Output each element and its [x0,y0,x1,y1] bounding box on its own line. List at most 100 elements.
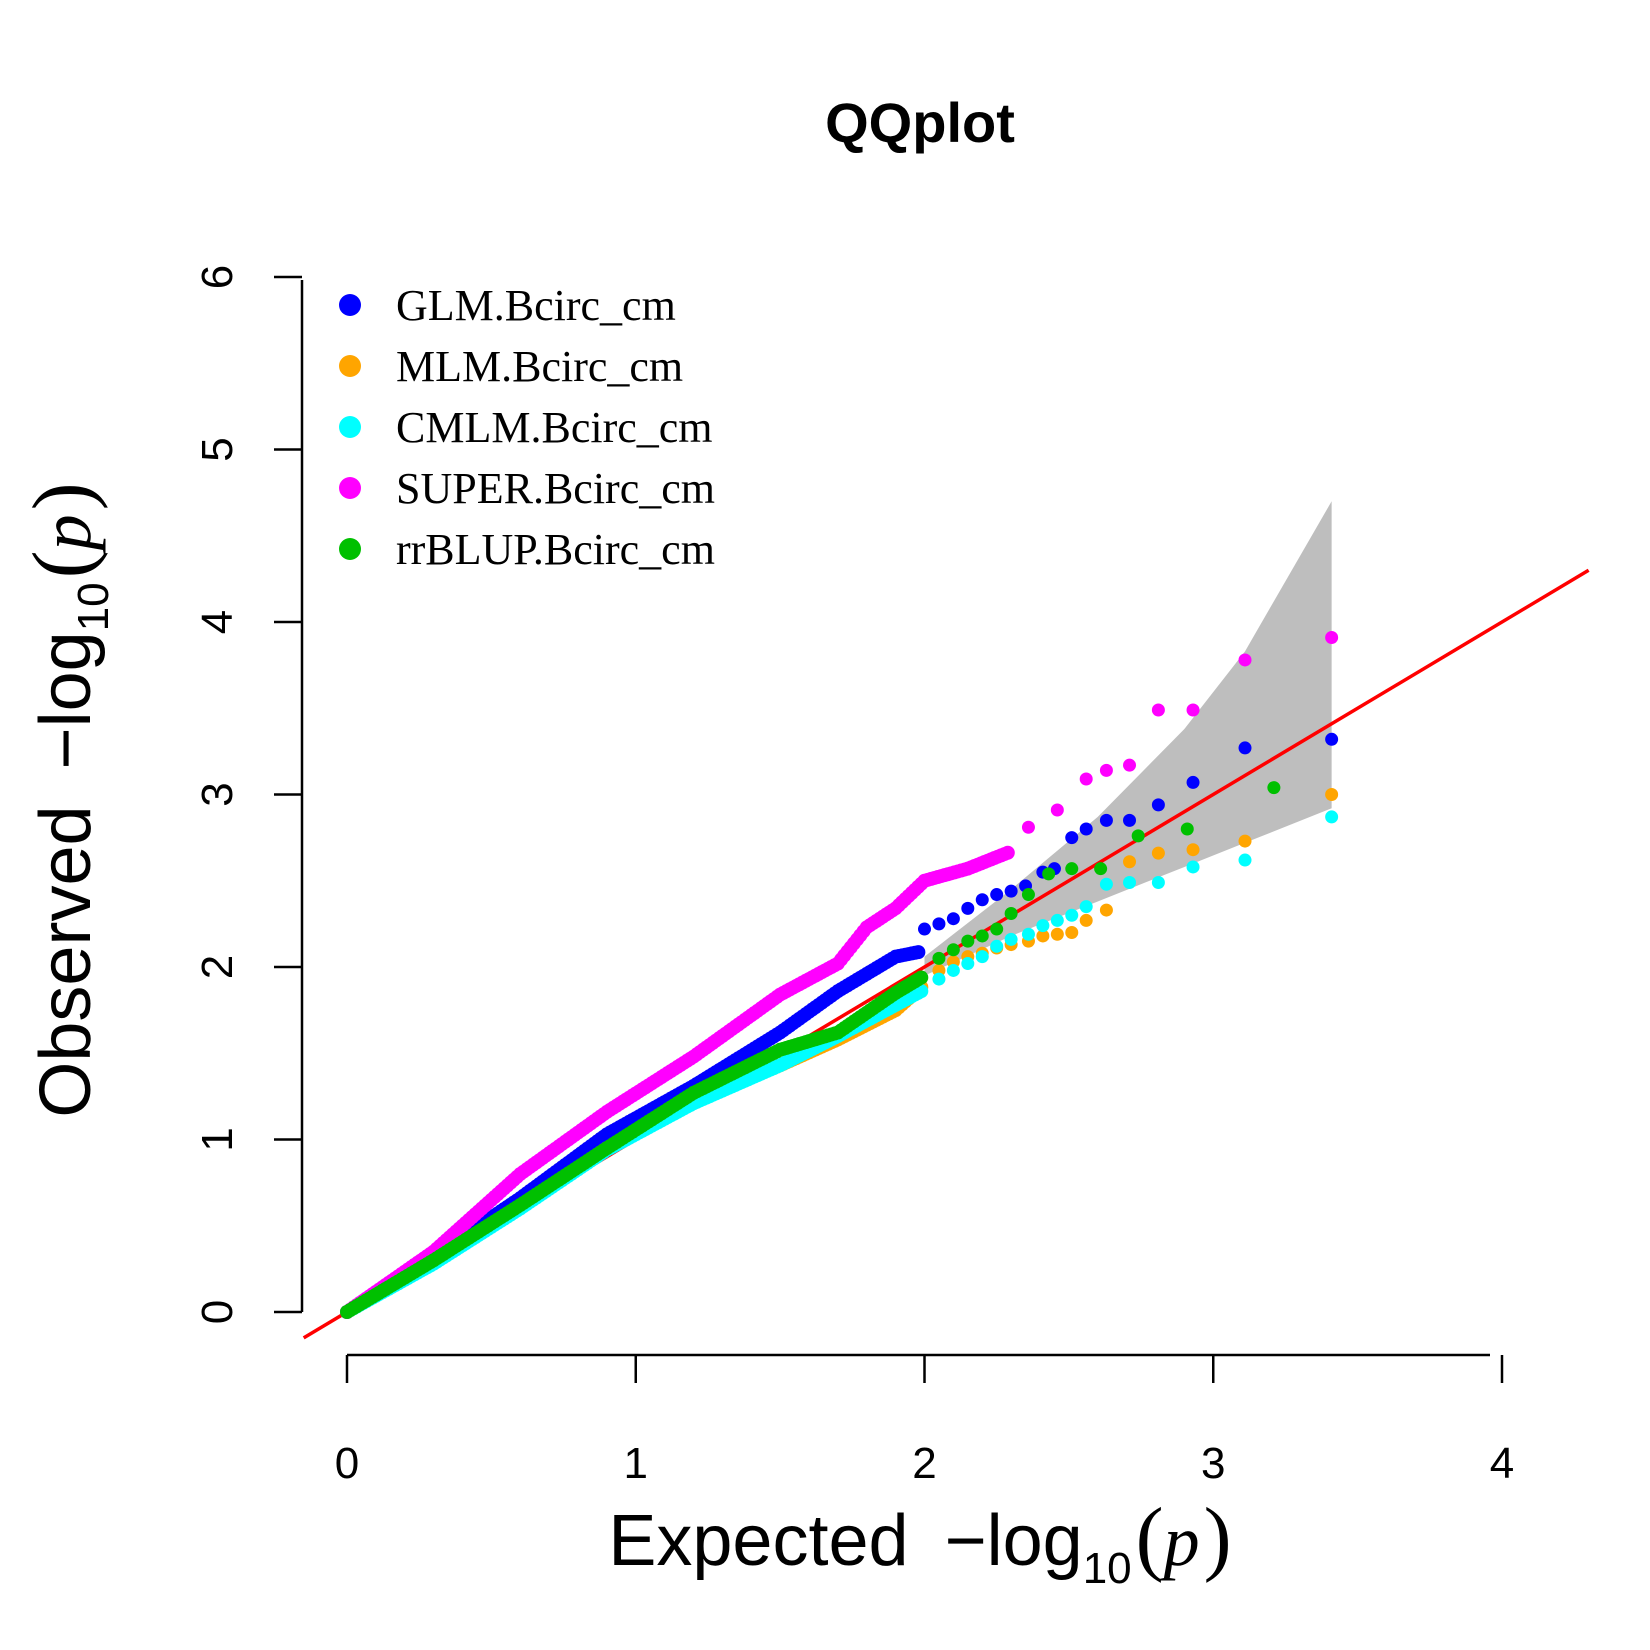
data-point [1186,843,1200,857]
data-point [1094,862,1108,876]
data-point [1123,855,1137,869]
data-point [961,901,975,915]
data-point [1267,781,1281,795]
x-axis-label-prefix: −log [945,1501,1083,1581]
series-layer [340,631,1339,1319]
chart-title: QQplot [825,91,1015,154]
y-tick-label: 6 [193,265,242,289]
legend: GLM.Bcirc_cm MLM.Bcirc_cm CMLM.Bcirc_cm SUP… [339,281,715,574]
data-point [990,888,1004,902]
x-axis-label-main: Expected [608,1501,908,1581]
y-tick-label: 4 [193,610,242,634]
data-point [1036,919,1050,933]
legend-label: GLM.Bcirc_cm [396,281,676,330]
data-point [990,922,1004,936]
legend-label: CMLM.Bcirc_cm [396,403,713,452]
legend-marker [339,477,361,499]
data-point [1004,884,1018,898]
legend-label: SUPER.Bcirc_cm [396,464,715,513]
y-axis-label: Observed−log10(p) [16,482,118,1117]
y-axis-label-prefix: −log [26,631,106,769]
y-axis-label-main: Observed [26,805,106,1117]
data-point [1042,867,1056,881]
data-point [1099,813,1113,827]
data-point [975,929,989,943]
data-point [1123,758,1137,772]
data-point [1180,822,1194,836]
data-point [1065,926,1079,939]
legend-marker [339,294,361,316]
legend-marker [339,416,361,438]
data-point [1151,846,1165,860]
x-tick-label: 4 [1490,1439,1514,1488]
data-point [1325,810,1339,824]
data-point [1004,932,1018,946]
data-point [990,939,1004,953]
x-tick-label: 3 [1201,1439,1225,1488]
data-point [918,922,931,936]
data-point [1004,907,1018,921]
legend-item: SUPER.Bcirc_cm [339,464,715,513]
data-point [1079,772,1093,786]
data-point [1099,903,1113,917]
data-point [1065,908,1079,922]
curve-point [914,970,929,985]
data-point [1050,913,1064,927]
legend-label: rrBLUP.Bcirc_cm [396,525,715,574]
data-point [1186,703,1200,717]
data-point [1131,829,1145,843]
data-point [961,934,975,948]
curve-point [1000,845,1015,860]
data-point [961,957,975,971]
data-point [1238,653,1252,667]
data-point [946,912,960,926]
data-point [1065,831,1079,845]
data-point [1021,820,1035,834]
legend-item: CMLM.Bcirc_cm [339,403,713,452]
data-point [932,917,946,931]
data-point [1151,703,1165,717]
curve-point [911,945,926,960]
y-axis-label-var: p [26,514,106,555]
data-point [1151,798,1165,812]
data-point [1123,875,1137,889]
data-point [1079,822,1093,836]
y-tick-label: 2 [193,955,242,979]
data-point [1050,927,1064,941]
x-tick-label: 2 [912,1439,936,1488]
data-point [1238,741,1252,755]
y-tick-label: 1 [193,1127,242,1151]
data-point [1325,732,1339,746]
x-axis-label-var: p [1159,1501,1200,1581]
data-point [1021,888,1035,902]
data-point [1079,913,1093,927]
data-point [1036,929,1050,943]
legend-item: MLM.Bcirc_cm [339,342,683,391]
y-tick-label: 3 [193,782,242,806]
data-point [946,943,960,957]
data-point [1186,860,1200,874]
data-point [1021,927,1035,941]
data-point [1050,803,1064,817]
x-tick-label: 1 [624,1439,648,1488]
x-axis-label: Expected −log10(p) [608,1491,1231,1593]
data-point [975,950,989,964]
data-point [1325,631,1339,645]
data-point [1238,853,1252,867]
legend-marker [339,355,361,377]
data-point [1065,862,1079,876]
x-axis-ticks: 0 1 2 3 4 [335,1355,1514,1488]
data-point [1325,788,1339,801]
data-point [1079,900,1093,914]
legend-item: rrBLUP.Bcirc_cm [339,525,715,574]
x-tick-label: 0 [335,1439,359,1488]
y-tick-label: 5 [193,437,242,461]
data-point [1151,875,1165,889]
legend-item: GLM.Bcirc_cm [339,281,676,330]
y-tick-label: 0 [193,1300,242,1324]
series-5 [340,781,1281,1319]
data-point [1099,877,1113,891]
data-point [975,893,989,907]
